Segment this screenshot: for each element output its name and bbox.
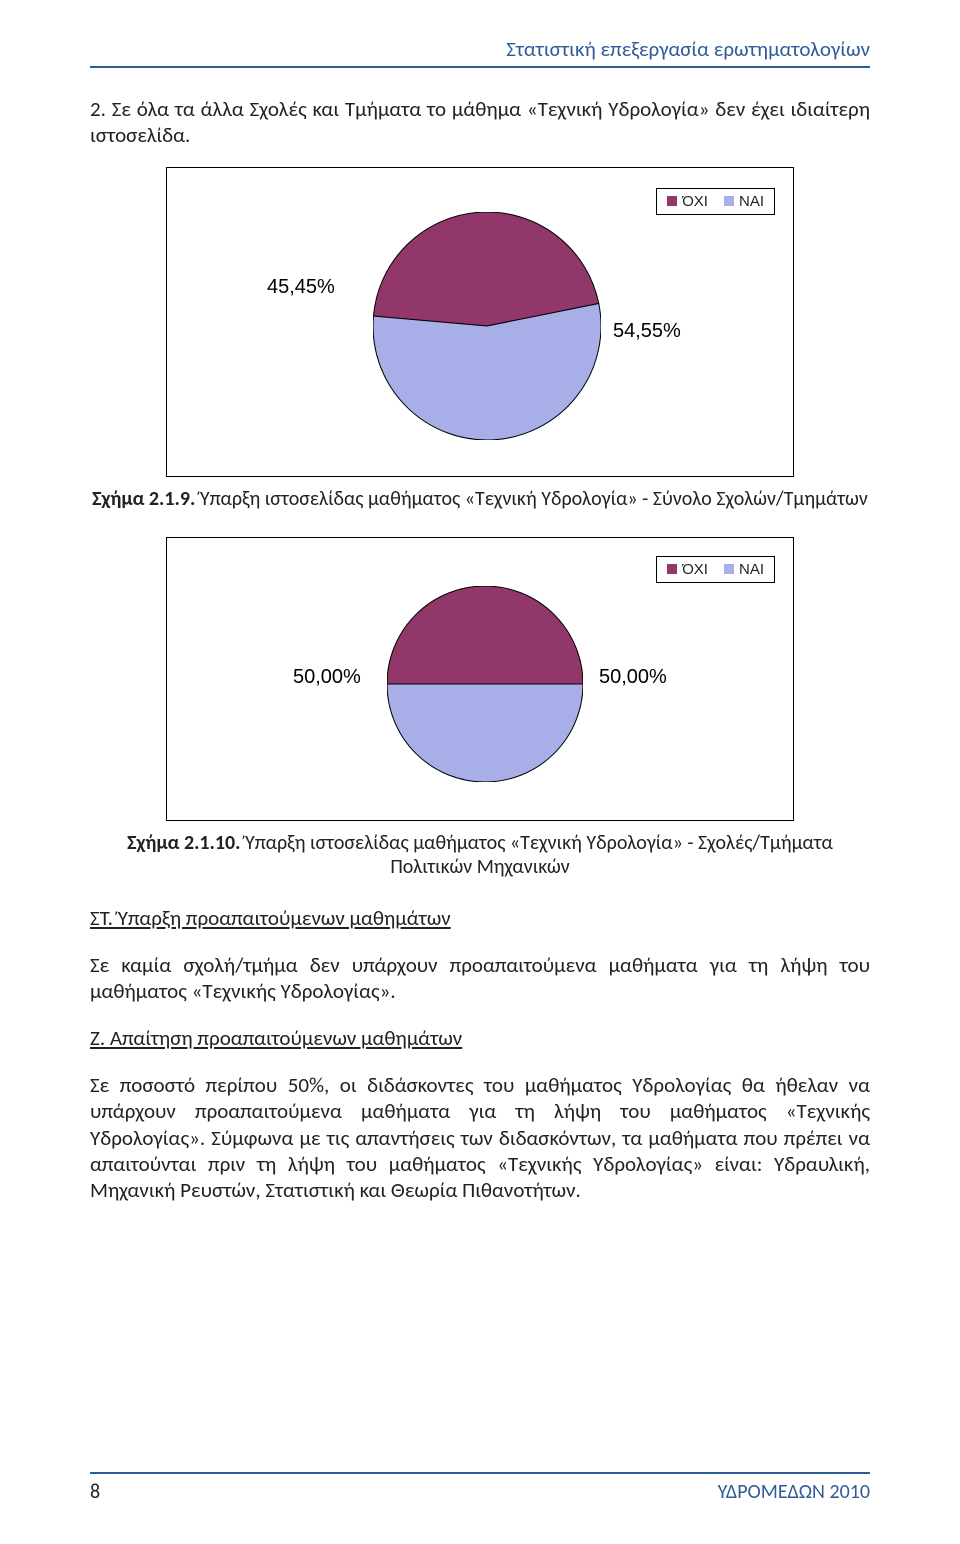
legend-label: ΝΑΙ	[739, 561, 764, 578]
pie-pct-label: 45,45%	[267, 276, 335, 299]
section-z-title: Ζ. Απαίτηση προαπαιτούμενων μαθημάτων	[90, 1025, 870, 1051]
pie-chart	[387, 586, 583, 782]
legend-item: ΌΧΙ	[667, 561, 708, 578]
legend-item: ΌΧΙ	[667, 193, 708, 210]
page: Στατιστική επεξεργασία ερωτηματολογίων 2…	[0, 0, 960, 1544]
section-st-body: Σε καμία σχολή/τμήμα δεν υπάρχουν προαπα…	[90, 952, 870, 1005]
section-z-body: Σε ποσοστό περίπου 50%, οι διδάσκοντες τ…	[90, 1072, 870, 1203]
pie-slice	[387, 684, 583, 782]
intro-paragraph: 2. Σε όλα τα άλλα Σχολές και Τμήματα το …	[90, 96, 870, 149]
footer-page-number: 8	[90, 1480, 100, 1504]
chart-1-caption-text: Ύπαρξη ιστοσελίδας μαθήματος «Τεχνική Υδ…	[200, 487, 868, 511]
chart-1-caption: Σχήμα 2.1.9. Ύπαρξη ιστοσελίδας μαθήματο…	[90, 487, 870, 511]
chart-2-caption-no: Σχήμα 2.1.10.	[127, 831, 240, 855]
pie-pct-label: 50,00%	[599, 666, 667, 689]
intro-num: 2.	[90, 96, 106, 122]
chart-2-frame: 50,00% 50,00% ΌΧΙ ΝΑΙ	[166, 537, 794, 821]
chart-legend: ΌΧΙ ΝΑΙ	[656, 188, 775, 215]
chart-2-caption-text: Ύπαρξη ιστοσελίδας μαθήματος «Τεχνική Υδ…	[245, 831, 833, 879]
legend-label: ΌΧΙ	[682, 561, 708, 578]
chart-1-caption-no: Σχήμα 2.1.9.	[92, 487, 195, 511]
legend-swatch	[724, 196, 734, 206]
pie-slice	[373, 212, 598, 326]
intro-text: Σε όλα τα άλλα Σχολές και Τμήματα το μάθ…	[90, 96, 870, 148]
footer-brand: ΥΔΡΟΜΕΔΩΝ 2010	[718, 1480, 870, 1504]
running-header: Στατιστική επεξεργασία ερωτηματολογίων	[90, 0, 870, 68]
legend-item: ΝΑΙ	[724, 561, 764, 578]
legend-swatch	[667, 196, 677, 206]
pie-slice	[387, 586, 583, 684]
pie-pct-label: 54,55%	[613, 320, 681, 343]
section-st-title: ΣΤ. Ύπαρξη προαπαιτούμενων μαθημάτων	[90, 905, 870, 931]
legend-item: ΝΑΙ	[724, 193, 764, 210]
chart-2-caption: Σχήμα 2.1.10. Ύπαρξη ιστοσελίδας μαθήματ…	[90, 831, 870, 879]
legend-label: ΌΧΙ	[682, 193, 708, 210]
pie-chart	[373, 212, 601, 440]
pie-pct-label: 50,00%	[293, 666, 361, 689]
footer: 8 ΥΔΡΟΜΕΔΩΝ 2010	[90, 1472, 870, 1504]
legend-label: ΝΑΙ	[739, 193, 764, 210]
chart-1-frame: 45,45% 54,55% ΌΧΙ ΝΑΙ	[166, 167, 794, 477]
legend-swatch	[724, 564, 734, 574]
chart-legend: ΌΧΙ ΝΑΙ	[656, 556, 775, 583]
legend-swatch	[667, 564, 677, 574]
